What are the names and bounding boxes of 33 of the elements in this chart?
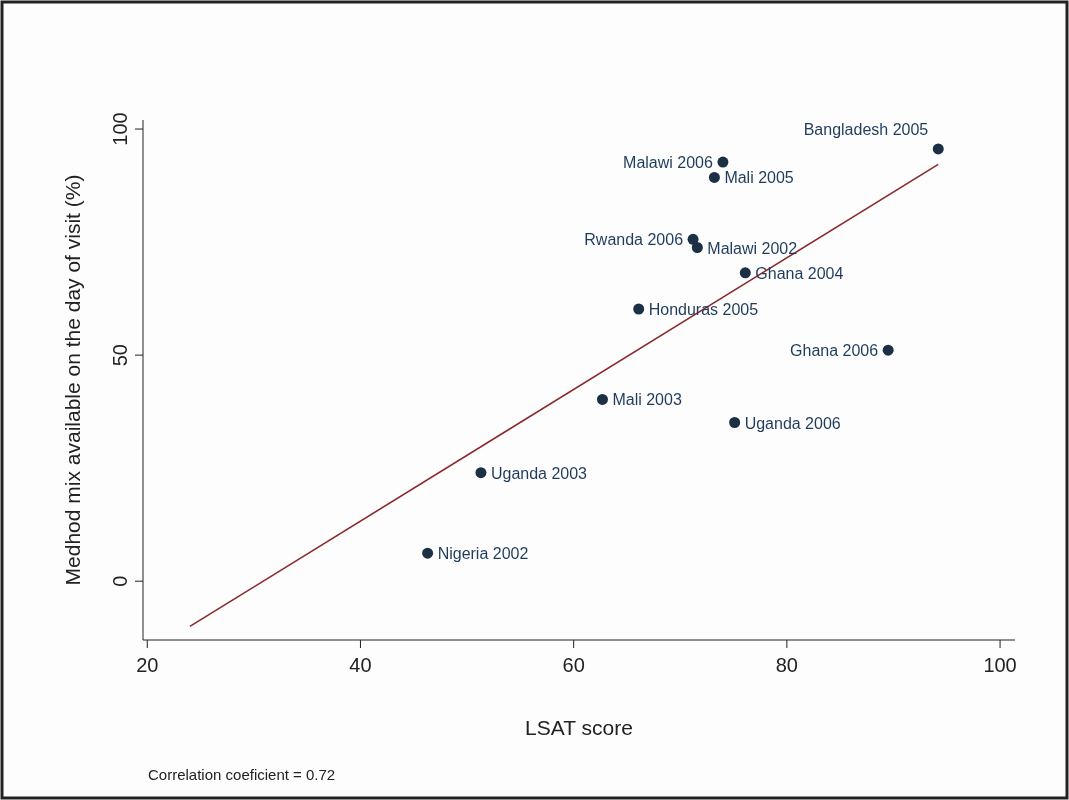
point — [633, 303, 645, 315]
annotation: Ghana 2004 — [755, 264, 844, 282]
annotation: Mali 2003 — [612, 391, 682, 409]
annotation: Bangladesh 2005 — [803, 120, 929, 138]
annotation: Nigeria 2002 — [437, 545, 529, 563]
annotation: Rwanda 2006 — [584, 231, 684, 249]
point — [932, 143, 944, 155]
point — [717, 156, 729, 168]
x-tick-label: 60 — [562, 654, 585, 676]
point — [475, 467, 487, 479]
point — [708, 171, 720, 183]
x-axis-title: LSAT score — [525, 716, 633, 739]
annotation: Malawi 2002 — [707, 239, 798, 257]
y-tick-label: 50 — [109, 344, 131, 367]
annotation: Ghana 2006 — [790, 342, 879, 360]
point — [739, 267, 751, 279]
annotation: Uganda 2003 — [490, 464, 588, 482]
annotation: Malawi 2006 — [623, 154, 714, 172]
point — [596, 393, 608, 405]
y-tick-label: 100 — [109, 112, 131, 146]
y-axis-title: Medhod mix available on the day of visit (%) — [61, 174, 84, 586]
y-tick-label: 0 — [109, 575, 131, 587]
text: Correlation coeficient = 0.72 — [148, 766, 336, 783]
x-tick-label: 40 — [349, 654, 372, 676]
x-tick-label: 20 — [136, 654, 159, 676]
annotation: Mali 2005 — [724, 169, 794, 187]
point — [691, 242, 703, 254]
point — [729, 417, 741, 428]
x-tick-label: 80 — [775, 654, 798, 676]
x-tick-label: 100 — [983, 654, 1017, 676]
point — [882, 344, 894, 356]
annotation: Uganda 2006 — [744, 414, 841, 432]
point — [422, 547, 434, 559]
